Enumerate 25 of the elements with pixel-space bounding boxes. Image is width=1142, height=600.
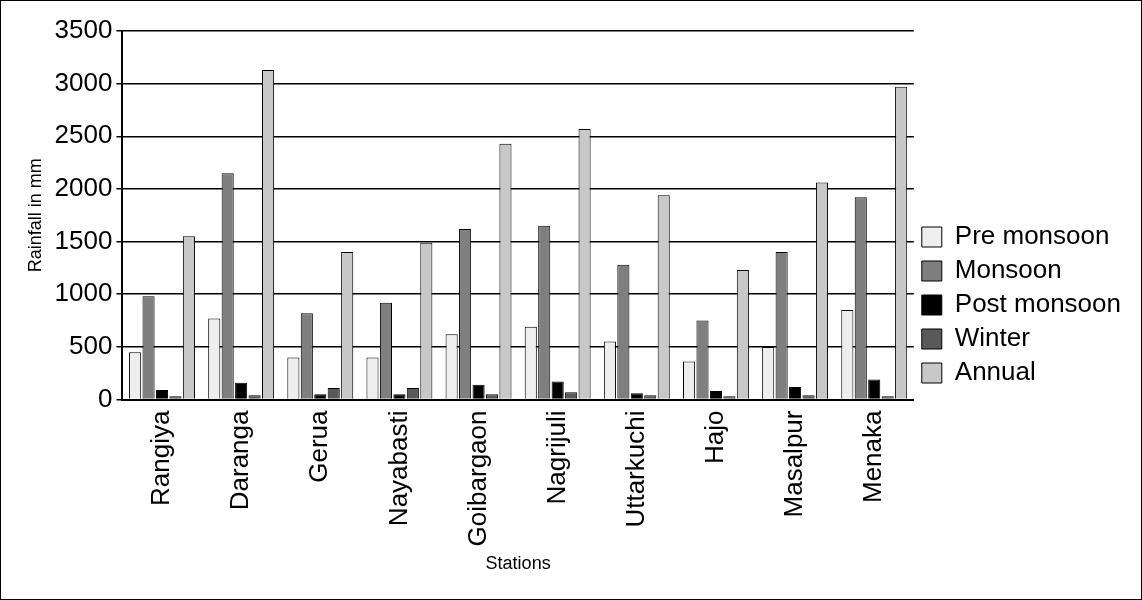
y-tick-label: 2500 bbox=[54, 119, 113, 150]
y-tick-label: 3500 bbox=[54, 14, 113, 45]
legend-label: Monsoon bbox=[954, 254, 1062, 285]
y-tick-label: 1500 bbox=[54, 224, 113, 255]
legend-label: Winter bbox=[954, 322, 1031, 353]
legend-label: Annual bbox=[954, 356, 1036, 387]
x-tick-label: Gerua bbox=[303, 409, 334, 483]
legend-label: Post monsoon bbox=[954, 288, 1122, 319]
y-axis-title: Rainfall in mm bbox=[24, 158, 45, 273]
x-tick-label: Masalpur bbox=[778, 410, 809, 518]
x-tick-label: Daranga bbox=[224, 409, 255, 511]
x-tick-label: Menaka bbox=[857, 409, 888, 504]
x-tick-label: Goibargaon bbox=[461, 410, 492, 547]
x-tick-label: Nayabasti bbox=[382, 410, 413, 527]
x-tick-label: Nagrijuli bbox=[540, 410, 571, 505]
x-tick-label: Rangiya bbox=[145, 410, 176, 506]
y-tick-label: 1000 bbox=[54, 277, 113, 308]
x-axis-title: Stations bbox=[485, 553, 551, 574]
y-tick-label: 3000 bbox=[54, 66, 113, 97]
x-tick-label: Hajo bbox=[699, 410, 730, 465]
y-tick-label: 0 bbox=[97, 382, 113, 413]
x-tick-label: Uttarkuchi bbox=[619, 410, 650, 528]
y-tick-label: 2000 bbox=[54, 172, 113, 203]
legend-label: Pre monsoon bbox=[954, 220, 1110, 251]
y-tick-label: 500 bbox=[69, 330, 113, 361]
